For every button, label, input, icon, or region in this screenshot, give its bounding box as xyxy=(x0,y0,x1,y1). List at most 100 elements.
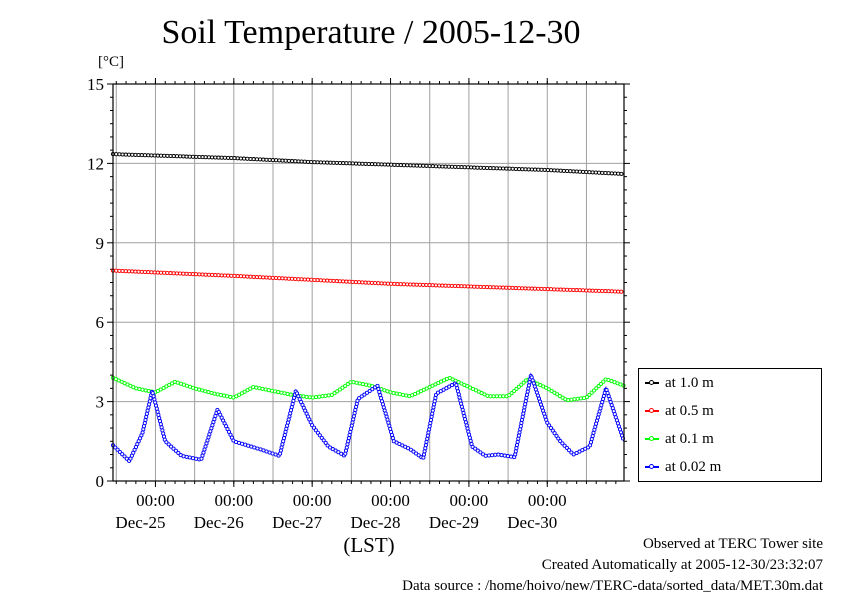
series-point xyxy=(267,157,272,162)
series-point xyxy=(392,281,397,286)
series-point xyxy=(120,268,125,274)
series-point xyxy=(545,420,550,425)
series-point xyxy=(359,394,364,399)
series-point xyxy=(430,164,435,169)
series-point xyxy=(360,280,365,285)
series-point xyxy=(123,152,128,157)
y-tick-label: 9 xyxy=(96,234,105,253)
series-point xyxy=(117,152,122,157)
series-point xyxy=(328,278,333,283)
series-point xyxy=(517,167,522,172)
series-point xyxy=(536,167,541,172)
series-point xyxy=(283,276,288,281)
series-point xyxy=(469,165,474,170)
series-point xyxy=(491,166,496,171)
series-point xyxy=(363,161,368,166)
series-point xyxy=(549,168,554,173)
series-point xyxy=(124,456,129,461)
legend-item: at 0.1 m xyxy=(645,429,714,449)
series-point xyxy=(465,165,470,170)
series-point xyxy=(251,274,256,279)
series-point xyxy=(542,167,547,172)
series-point xyxy=(222,155,227,160)
series-point xyxy=(318,160,323,165)
series-point xyxy=(305,277,311,282)
series-point xyxy=(166,442,171,447)
series-point xyxy=(483,453,488,458)
series-point xyxy=(478,165,483,170)
series-point xyxy=(564,445,569,450)
series-point xyxy=(427,163,432,169)
series-point xyxy=(532,286,538,291)
series-point xyxy=(285,391,290,397)
series-point xyxy=(521,380,526,385)
series-point xyxy=(115,447,120,452)
series-point xyxy=(369,162,375,167)
chart-title: Soil Temperature / 2005-12-30 xyxy=(161,14,581,51)
series-point xyxy=(473,446,478,451)
series-point xyxy=(232,273,237,278)
series-point xyxy=(254,275,259,280)
series-point xyxy=(520,414,525,419)
series-point xyxy=(609,289,614,294)
series-point xyxy=(545,287,550,292)
series-point xyxy=(562,443,567,448)
series-point xyxy=(367,388,372,394)
series-point xyxy=(616,171,621,176)
series-point xyxy=(491,285,496,290)
series-point xyxy=(165,153,170,158)
series-point xyxy=(219,273,224,278)
series-point xyxy=(584,395,590,400)
series-point xyxy=(345,382,350,387)
series-point xyxy=(569,397,574,402)
series-point xyxy=(414,282,419,287)
series-point xyxy=(114,152,119,157)
series-point xyxy=(584,288,589,293)
series-point xyxy=(181,271,186,276)
series-point xyxy=(424,163,429,168)
series-point xyxy=(344,445,349,450)
series-point xyxy=(210,155,215,160)
series-point xyxy=(122,454,127,459)
series-point xyxy=(277,276,282,281)
series-point xyxy=(229,273,234,278)
series-point xyxy=(462,284,467,289)
series-point xyxy=(376,162,381,167)
series-point xyxy=(270,275,275,280)
series-point xyxy=(301,394,306,399)
series-point xyxy=(130,152,135,157)
series-point xyxy=(526,383,531,388)
series-point xyxy=(565,168,570,174)
series-point xyxy=(405,282,410,287)
series-point xyxy=(117,449,122,455)
series-point xyxy=(314,395,319,400)
series-point xyxy=(484,285,490,290)
series-point xyxy=(168,271,173,276)
x-tick-label-time: 00:00 xyxy=(528,491,567,510)
series-point xyxy=(123,269,128,274)
series-point xyxy=(590,170,595,175)
series-point xyxy=(433,164,439,169)
series-point xyxy=(512,388,517,394)
series-point xyxy=(488,394,493,399)
series-point xyxy=(513,286,518,291)
series-point xyxy=(120,152,125,157)
series-point xyxy=(113,445,118,450)
series-point xyxy=(120,452,125,457)
series-point xyxy=(364,390,370,395)
x-tick-label-date: Dec-25 xyxy=(115,513,165,532)
series-point xyxy=(136,269,141,274)
y-tick-label: 12 xyxy=(87,154,104,173)
x-tick-label-time: 00:00 xyxy=(371,491,410,510)
series-point xyxy=(341,279,346,284)
series-point xyxy=(433,283,438,288)
series-point xyxy=(242,156,247,161)
series-point xyxy=(427,283,432,288)
series-point xyxy=(520,167,525,172)
series-point xyxy=(520,286,525,291)
series-point xyxy=(494,166,499,171)
series-point xyxy=(382,281,387,286)
legend-marker-icon xyxy=(645,462,659,472)
series-point xyxy=(411,449,416,454)
